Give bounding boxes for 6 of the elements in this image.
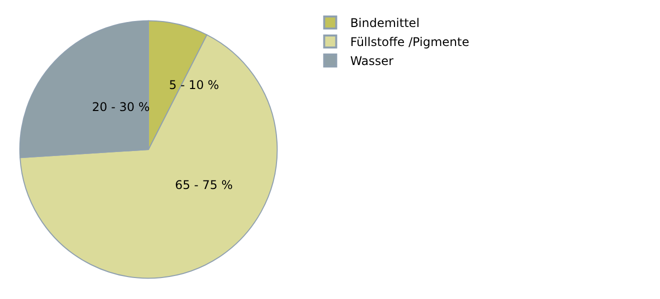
text: 65 - 75 %: [175, 178, 233, 192]
text: 5 - 10 %: [169, 78, 220, 92]
legend-label: Bindemittel: [350, 16, 420, 30]
text: 20 - 30 %: [92, 100, 150, 114]
legend-label: Wasser: [350, 54, 394, 68]
legend-label: Füllstoffe /Pigmente: [350, 35, 470, 50]
